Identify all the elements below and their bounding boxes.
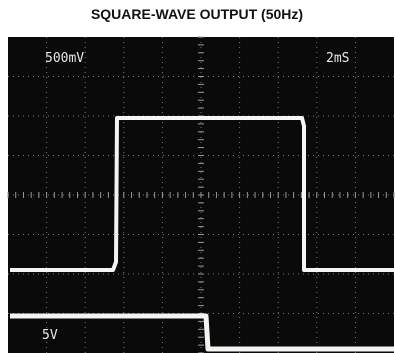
- scope-figure: SQUARE-WAVE OUTPUT (50Hz) 500mV 2mS 5V: [0, 0, 395, 353]
- page: SQUARE-WAVE OUTPUT (50Hz) 500mV 2mS 5V (…: [0, 0, 395, 353]
- figure-title: SQUARE-WAVE OUTPUT (50Hz): [91, 6, 303, 22]
- channel-2-scale: 5V: [42, 328, 58, 343]
- timebase-label: 2mS: [326, 51, 349, 66]
- channel-1-scale: 500mV: [45, 51, 84, 66]
